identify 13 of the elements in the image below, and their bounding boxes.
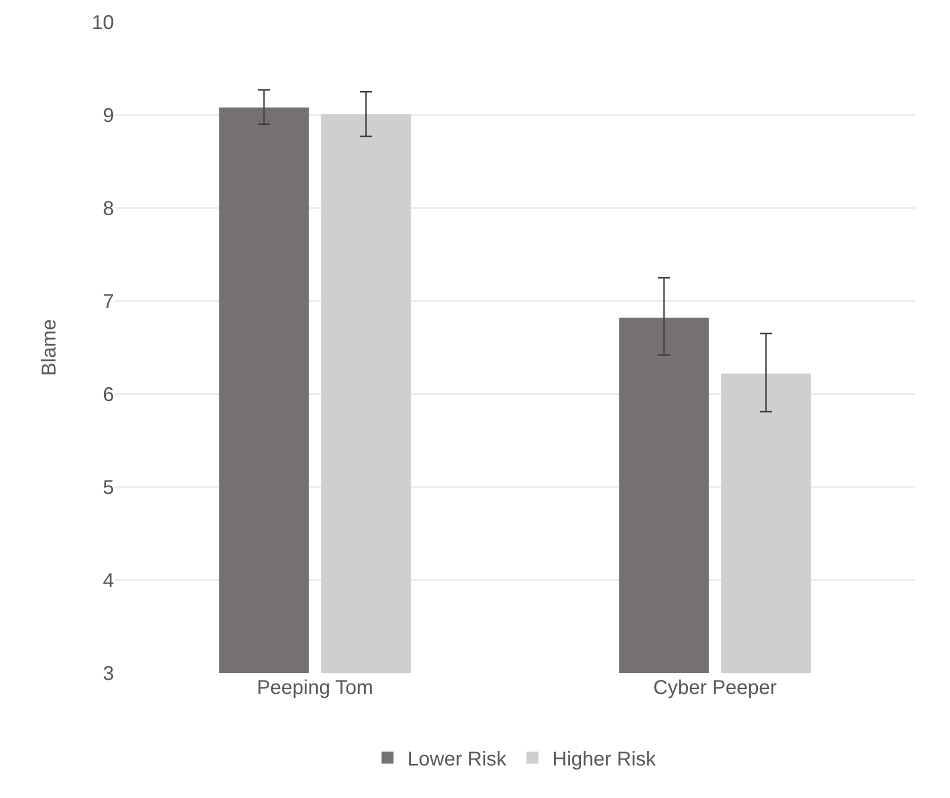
x-tick-label: Peeping Tom [256, 677, 374, 699]
legend-label: Higher Risk [552, 748, 657, 770]
y-tick-label: 4 [102, 570, 114, 592]
x-tick-label: Cyber Peeper [653, 677, 778, 699]
y-tick-label: 8 [102, 198, 114, 220]
y-tick-label: 5 [102, 477, 114, 499]
y-tick-label: 7 [102, 291, 114, 313]
y-tick-label: 6 [102, 384, 114, 406]
y-tick-label: 9 [102, 105, 114, 127]
y-tick-label: 3 [102, 663, 114, 685]
legend-label: Lower Risk [408, 748, 508, 770]
y-tick-label: 10 [92, 12, 114, 34]
y-axis-title: Blame [38, 319, 60, 376]
